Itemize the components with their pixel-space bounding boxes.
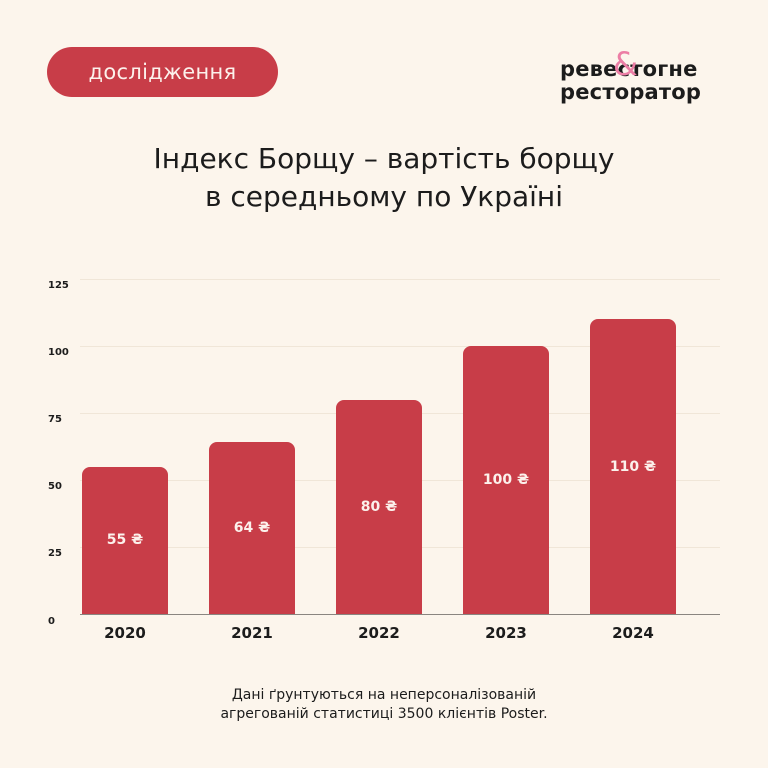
bar-value-label: 110 ₴ xyxy=(609,458,657,475)
footnote: Дані ґрунтуються на неперсоналізованій а… xyxy=(0,686,768,724)
category-tag: дослідження xyxy=(47,47,278,97)
footnote-line-2: агрегованій статистиці 3500 клієнтів Pos… xyxy=(220,706,548,722)
bar-value-label: 100 ₴ xyxy=(482,472,530,488)
y-tick-label: 75 xyxy=(48,414,62,425)
bar-value-label: 80 ₴ xyxy=(360,498,398,515)
bar-value-label: 64 ₴ xyxy=(233,520,271,537)
page-title: Індекс Борщу – вартість борщу в середньо… xyxy=(0,140,768,216)
y-tick-label: 125 xyxy=(48,280,69,291)
bar-2023: 100 ₴ xyxy=(463,346,549,614)
y-tick-label: 100 xyxy=(48,347,69,358)
gridline xyxy=(80,346,720,347)
bar-2021: 64 ₴ xyxy=(209,442,295,614)
logo-line-1: ревестогне xyxy=(560,57,698,81)
title-line-1: Індекс Борщу – вартість борщу xyxy=(153,142,615,175)
bar-2020: 55 ₴ xyxy=(82,466,168,614)
ampersand-icon: & xyxy=(613,45,639,83)
footnote-line-1: Дані ґрунтуються на неперсоналізованій xyxy=(231,687,537,703)
title-line-2: в середньому по Україні xyxy=(204,180,564,213)
logo-line-2: ресторатор xyxy=(560,80,702,104)
x-tick-label: 2024 xyxy=(612,624,654,642)
x-tick-label: 2023 xyxy=(485,624,527,642)
y-tick-label: 0 xyxy=(48,616,55,627)
gridline xyxy=(80,279,720,280)
bar-2022: 80 ₴ xyxy=(336,399,422,614)
x-tick-label: 2021 xyxy=(231,624,273,642)
x-tick-label: 2020 xyxy=(104,624,146,642)
bar-2024: 110 ₴ xyxy=(590,319,676,614)
y-tick-label: 50 xyxy=(48,481,62,492)
brand-logo: ревестогне & ресторатор xyxy=(560,48,730,104)
category-tag-label: дослідження xyxy=(88,60,237,84)
y-tick-label: 25 xyxy=(48,548,62,559)
x-tick-label: 2022 xyxy=(358,624,400,642)
x-axis-line xyxy=(80,614,720,615)
bar-value-label: 55 ₴ xyxy=(106,532,144,549)
